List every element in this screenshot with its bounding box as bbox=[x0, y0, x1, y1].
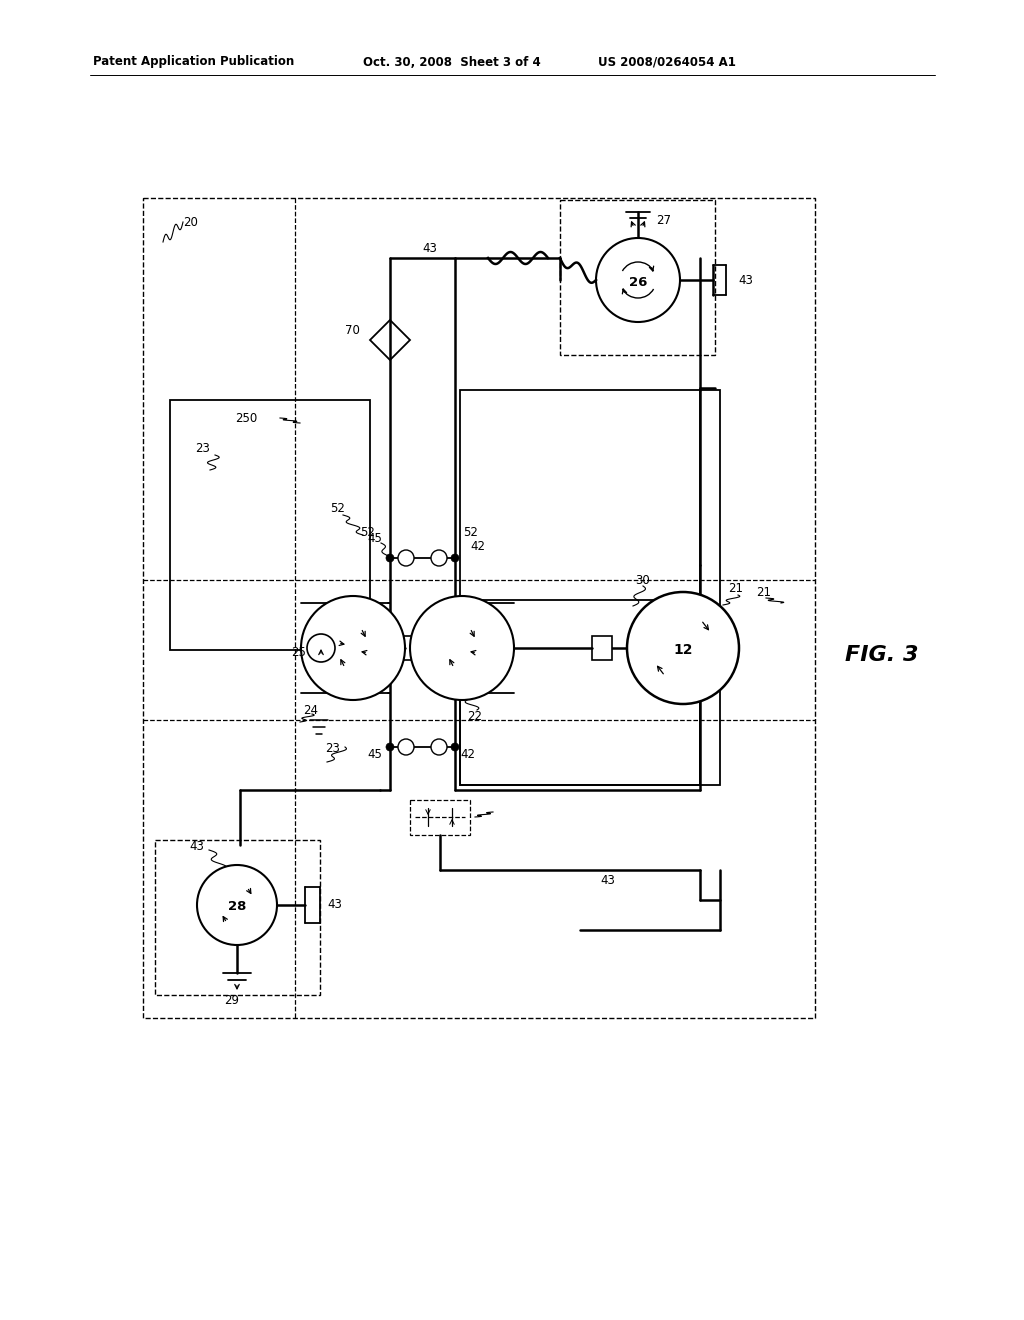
Circle shape bbox=[596, 238, 680, 322]
Text: 43: 43 bbox=[600, 874, 614, 887]
Bar bbox=[392, 636, 422, 660]
Text: 30: 30 bbox=[635, 573, 650, 586]
Bar bbox=[560, 201, 715, 355]
Text: 43: 43 bbox=[189, 841, 204, 854]
Text: 12: 12 bbox=[673, 643, 693, 657]
Text: 25: 25 bbox=[291, 647, 306, 660]
Text: 26: 26 bbox=[629, 276, 647, 289]
Text: 29: 29 bbox=[224, 994, 240, 1006]
Text: FIG. 3: FIG. 3 bbox=[845, 645, 919, 665]
Circle shape bbox=[627, 591, 739, 704]
Circle shape bbox=[197, 865, 278, 945]
Text: 21: 21 bbox=[756, 586, 771, 599]
Text: Oct. 30, 2008  Sheet 3 of 4: Oct. 30, 2008 Sheet 3 of 4 bbox=[362, 55, 541, 69]
Text: 28: 28 bbox=[227, 900, 246, 913]
Circle shape bbox=[410, 597, 514, 700]
Text: US 2008/0264054 A1: US 2008/0264054 A1 bbox=[598, 55, 736, 69]
Text: 42: 42 bbox=[460, 748, 475, 762]
Bar bbox=[155, 840, 319, 995]
Text: 21: 21 bbox=[728, 582, 743, 594]
Text: 52: 52 bbox=[330, 502, 345, 515]
Circle shape bbox=[398, 550, 414, 566]
Bar bbox=[460, 389, 720, 785]
Circle shape bbox=[386, 554, 394, 562]
Bar bbox=[592, 636, 612, 660]
Bar bbox=[170, 400, 370, 649]
Text: Patent Application Publication: Patent Application Publication bbox=[93, 55, 294, 69]
Circle shape bbox=[431, 739, 447, 755]
Text: 22: 22 bbox=[467, 710, 482, 722]
Text: 23: 23 bbox=[195, 441, 210, 454]
Text: 52: 52 bbox=[463, 527, 478, 540]
Text: 27: 27 bbox=[656, 214, 671, 227]
Text: 45: 45 bbox=[368, 748, 382, 762]
Text: 43: 43 bbox=[327, 899, 342, 912]
Text: 250: 250 bbox=[234, 412, 257, 425]
Text: 24: 24 bbox=[303, 704, 318, 717]
Bar bbox=[460, 601, 700, 785]
Text: 43: 43 bbox=[738, 273, 753, 286]
Circle shape bbox=[431, 550, 447, 566]
Bar bbox=[410, 800, 470, 836]
Text: 70: 70 bbox=[345, 323, 360, 337]
Text: 43: 43 bbox=[423, 242, 437, 255]
Circle shape bbox=[307, 634, 335, 663]
Circle shape bbox=[451, 554, 459, 562]
Text: 45: 45 bbox=[367, 532, 382, 544]
Text: 52: 52 bbox=[360, 527, 375, 540]
Circle shape bbox=[398, 739, 414, 755]
Text: 23: 23 bbox=[326, 742, 340, 755]
Circle shape bbox=[386, 743, 394, 751]
Circle shape bbox=[301, 597, 406, 700]
Bar bbox=[143, 198, 815, 1018]
Text: 42: 42 bbox=[470, 540, 485, 553]
Circle shape bbox=[451, 743, 459, 751]
Text: 20: 20 bbox=[183, 215, 198, 228]
